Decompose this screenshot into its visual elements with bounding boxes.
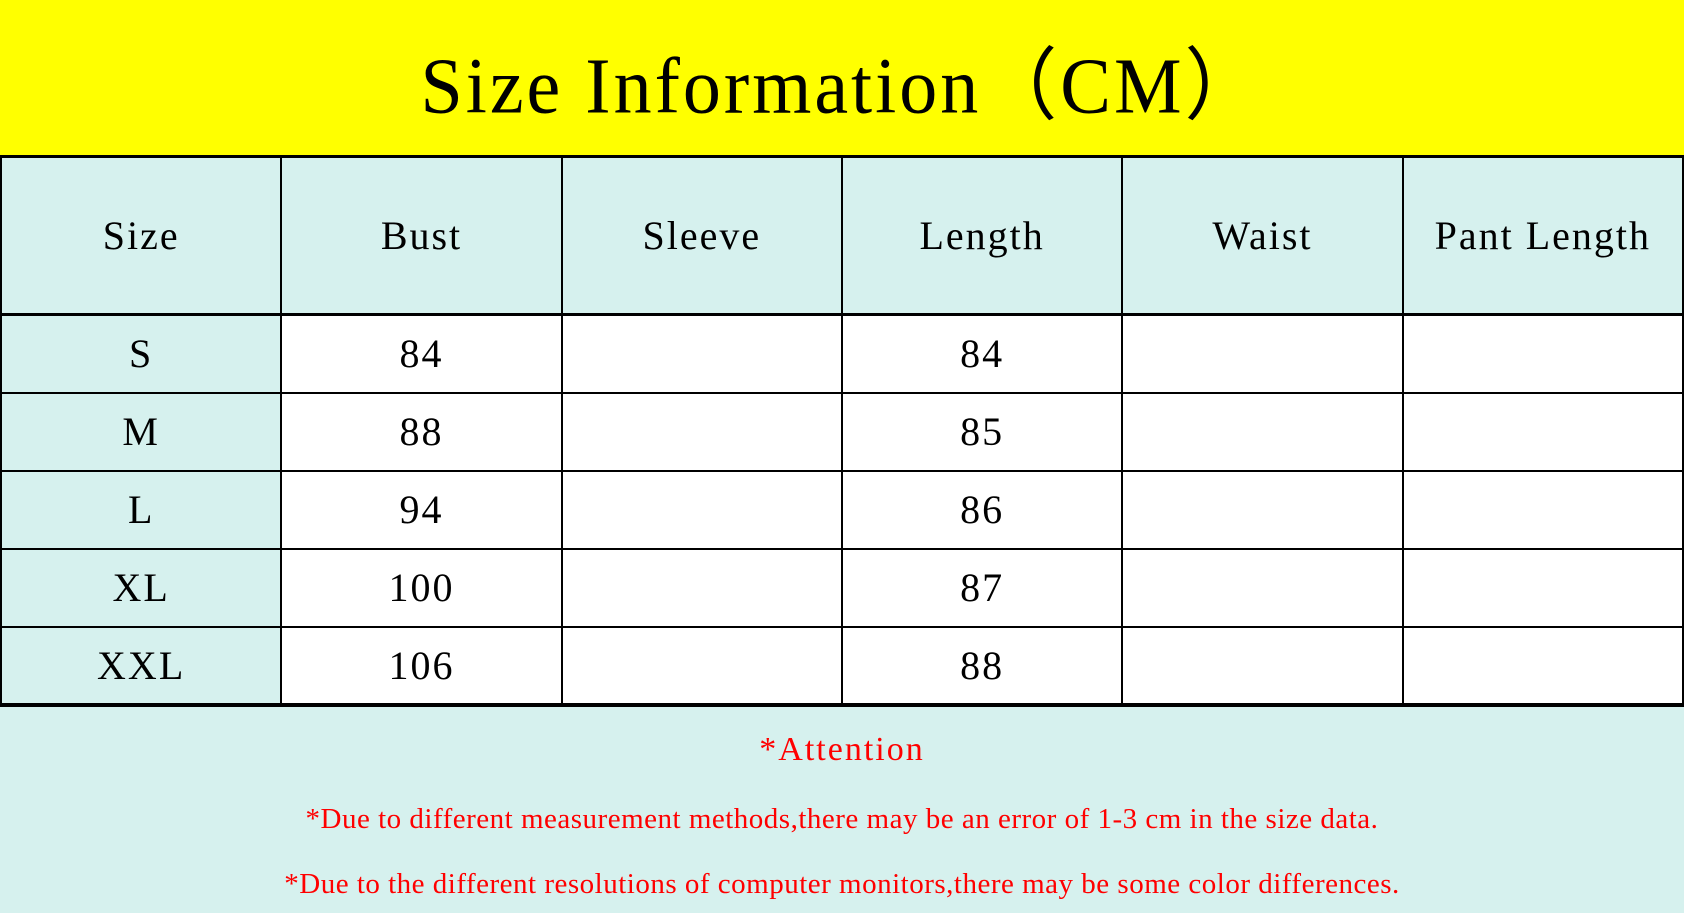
cell-l-pant-length [1401, 469, 1684, 550]
cell-m-bust: 88 [280, 391, 563, 472]
cell-s-length: 84 [840, 313, 1124, 394]
attention-heading: *Attention [759, 730, 925, 768]
attention-note-color: *Due to the different resolutions of com… [284, 867, 1400, 900]
cell-xxl-waist [1121, 625, 1404, 706]
cell-xl-length: 87 [840, 547, 1124, 628]
cell-l-sleeve [560, 469, 843, 550]
column-header-sleeve: Sleeve [560, 155, 843, 316]
column-header-pant-length: Pant Length [1401, 155, 1684, 316]
attention-note-measurement: *Due to different measurement methods,th… [305, 802, 1379, 835]
cell-xl-sleeve [560, 547, 843, 628]
cell-xl-pant-length [1401, 547, 1684, 628]
column-header-length: Length [840, 155, 1124, 316]
cell-s-pant-length [1401, 313, 1684, 394]
column-header-waist: Waist [1121, 155, 1404, 316]
column-header-size: Size [0, 155, 283, 316]
column-header-bust: Bust [280, 155, 563, 316]
attention-section: *Attention *Due to different measurement… [0, 706, 1684, 913]
table-row-l: L 94 86 [0, 469, 1684, 550]
cell-s-size: S [0, 313, 283, 394]
cell-xxl-size: XXL [0, 625, 283, 706]
cell-xl-bust: 100 [280, 547, 563, 628]
cell-s-bust: 84 [280, 313, 563, 394]
cell-xl-size: XL [0, 547, 283, 628]
cell-xxl-length: 88 [840, 625, 1124, 706]
cell-l-waist [1121, 469, 1404, 550]
table-row-xl: XL 100 87 [0, 547, 1684, 628]
table-row-xxl: XXL 106 88 [0, 625, 1684, 706]
page-title: Size Information（CM） [420, 42, 1264, 130]
table-row-s: S 84 84 [0, 313, 1684, 394]
cell-l-bust: 94 [280, 469, 563, 550]
cell-s-sleeve [560, 313, 843, 394]
cell-m-waist [1121, 391, 1404, 472]
title-banner: Size Information（CM） [0, 0, 1684, 155]
cell-l-length: 86 [840, 469, 1124, 550]
cell-m-length: 85 [840, 391, 1124, 472]
cell-l-size: L [0, 469, 283, 550]
cell-xxl-sleeve [560, 625, 843, 706]
cell-m-sleeve [560, 391, 843, 472]
cell-m-size: M [0, 391, 283, 472]
size-table: Size Bust Sleeve Length Waist Pant Lengt… [0, 155, 1684, 707]
header-row: Size Bust Sleeve Length Waist Pant Lengt… [0, 155, 1684, 316]
cell-xxl-bust: 106 [280, 625, 563, 706]
cell-m-pant-length [1401, 391, 1684, 472]
cell-xl-waist [1121, 547, 1404, 628]
cell-xxl-pant-length [1401, 625, 1684, 706]
table-row-m: M 88 85 [0, 391, 1684, 472]
cell-s-waist [1121, 313, 1404, 394]
